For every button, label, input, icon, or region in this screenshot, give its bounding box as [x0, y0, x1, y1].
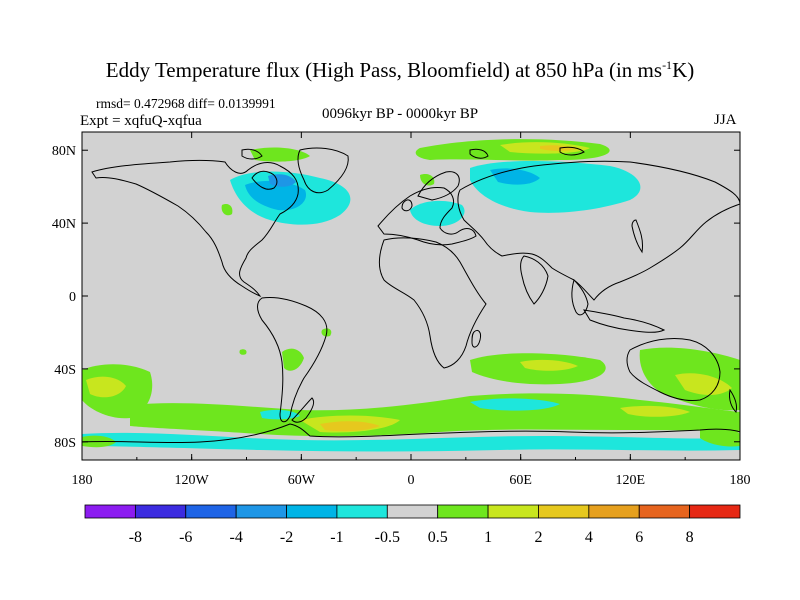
experiment-label: Expt = xqfuQ-xqfua: [80, 113, 202, 129]
colorbar-label: -6: [179, 529, 192, 546]
lat-tick-label: 80N: [52, 144, 76, 159]
lon-tick-label: 120E: [616, 473, 646, 488]
lon-tick-label: 180: [730, 473, 751, 488]
colorbar-label: 0.5: [428, 529, 448, 546]
anomaly-hudson-blue: [268, 174, 296, 187]
colorbar-label: -8: [129, 529, 142, 546]
anomaly-europe-cyan: [410, 200, 465, 226]
colorbar-swatch: [638, 504, 691, 519]
colorbar-swatch: [84, 504, 136, 519]
anomaly-soocean-cyan: [470, 398, 560, 411]
coast-scandinavia: [417, 171, 460, 201]
coast-north-america: [91, 160, 299, 298]
anomaly-antarctic-green-east: [700, 427, 740, 447]
colorbar-label: -1: [330, 529, 343, 546]
colorbar: -8 -6 -4 -2 -1 -0.5 0.5 1 2 4 6 8: [84, 504, 741, 546]
plot-title: Eddy Temperature flux (High Pass, Bloomf…: [105, 58, 695, 82]
coast-madagascar: [471, 329, 481, 348]
colorbar-label: 1: [484, 529, 492, 546]
lon-tick-label: 180: [72, 473, 93, 488]
colorbar-swatch: [185, 504, 237, 519]
anomaly-soocean-green: [130, 393, 740, 437]
anomaly-soocean-orange: [320, 421, 380, 432]
coast-south-america: [257, 297, 328, 423]
colorbar-label: 6: [635, 529, 643, 546]
coast-europe: [377, 187, 477, 246]
coast-asia: [457, 160, 740, 301]
colorbar-label: -2: [280, 529, 293, 546]
anomaly-antarctic-cyan: [82, 432, 740, 452]
colorbar-swatch: [588, 504, 640, 519]
anomaly-natlantic-blue: [245, 180, 307, 211]
anomaly-sam-green: [282, 348, 304, 371]
colorbar-swatch: [235, 504, 287, 519]
coast-africa: [379, 237, 487, 369]
coast-indonesia: [583, 309, 666, 333]
anomaly-tropic-1: [239, 349, 247, 355]
season-label: JJA: [714, 112, 737, 128]
coast-india: [520, 255, 549, 305]
colorbar-swatch: [134, 504, 187, 519]
anomaly-greenland-green: [250, 147, 310, 162]
lon-tick-label: 60W: [288, 473, 316, 488]
lat-tick-label: 80S: [54, 436, 76, 451]
anomaly-aus-yellow: [675, 373, 732, 395]
coast-australia: [626, 337, 721, 401]
colorbar-label: 4: [585, 529, 593, 546]
anomaly-scand-green: [420, 174, 435, 186]
anomaly-arctic-orange: [540, 145, 578, 151]
lat-tick-label: 0: [69, 290, 76, 305]
anomaly-field: [82, 139, 740, 452]
anomaly-southindian-yellow: [520, 359, 578, 371]
lon-tick-label: 120W: [175, 473, 210, 488]
coast-japan: [631, 219, 643, 254]
colorbar-label: -0.5: [375, 529, 400, 546]
colorbar-swatch: [487, 504, 539, 519]
coast-antarctic-peninsula: [291, 397, 315, 423]
coast-hudson-bay: [251, 170, 278, 190]
coast-arctic-islands: [241, 146, 585, 160]
coastlines: [82, 146, 740, 444]
coast-new-zealand: [729, 388, 737, 413]
map-axes: 180 120W 60W 0 60E 120E 180 80N 40N 0 40S 80S: [52, 132, 751, 488]
colorbar-label: -4: [229, 529, 242, 546]
lon-tick-label: 60E: [509, 473, 532, 488]
coast-antarctica: [82, 423, 740, 444]
colorbar-swatch: [386, 504, 439, 519]
colorbar-swatch: [538, 504, 590, 519]
coast-greenland: [297, 147, 349, 194]
colorbar-swatch: [437, 504, 489, 519]
colorbar-label: 2: [534, 529, 542, 546]
anomaly-nw-green: [221, 204, 233, 216]
lat-tick-label: 40N: [52, 217, 76, 232]
colorbar-swatch: [336, 504, 388, 519]
colorbar-label: 8: [686, 529, 694, 546]
anomaly-soocean-yellow-2: [620, 405, 690, 417]
colorbar-swatch: [286, 504, 338, 519]
period-label: 0096kyr BP - 0000kyr BP: [322, 106, 479, 122]
lon-tick-label: 0: [408, 473, 415, 488]
lat-tick-label: 40S: [54, 363, 76, 378]
coast-southeast-asia: [571, 279, 589, 316]
anomaly-sw-pacific-yellow: [86, 376, 126, 398]
colorbar-swatch: [689, 504, 741, 519]
coast-british-isles: [401, 199, 413, 212]
rmsd-diff-text: rmsd= 0.472968 diff= 0.0139991: [96, 96, 276, 111]
